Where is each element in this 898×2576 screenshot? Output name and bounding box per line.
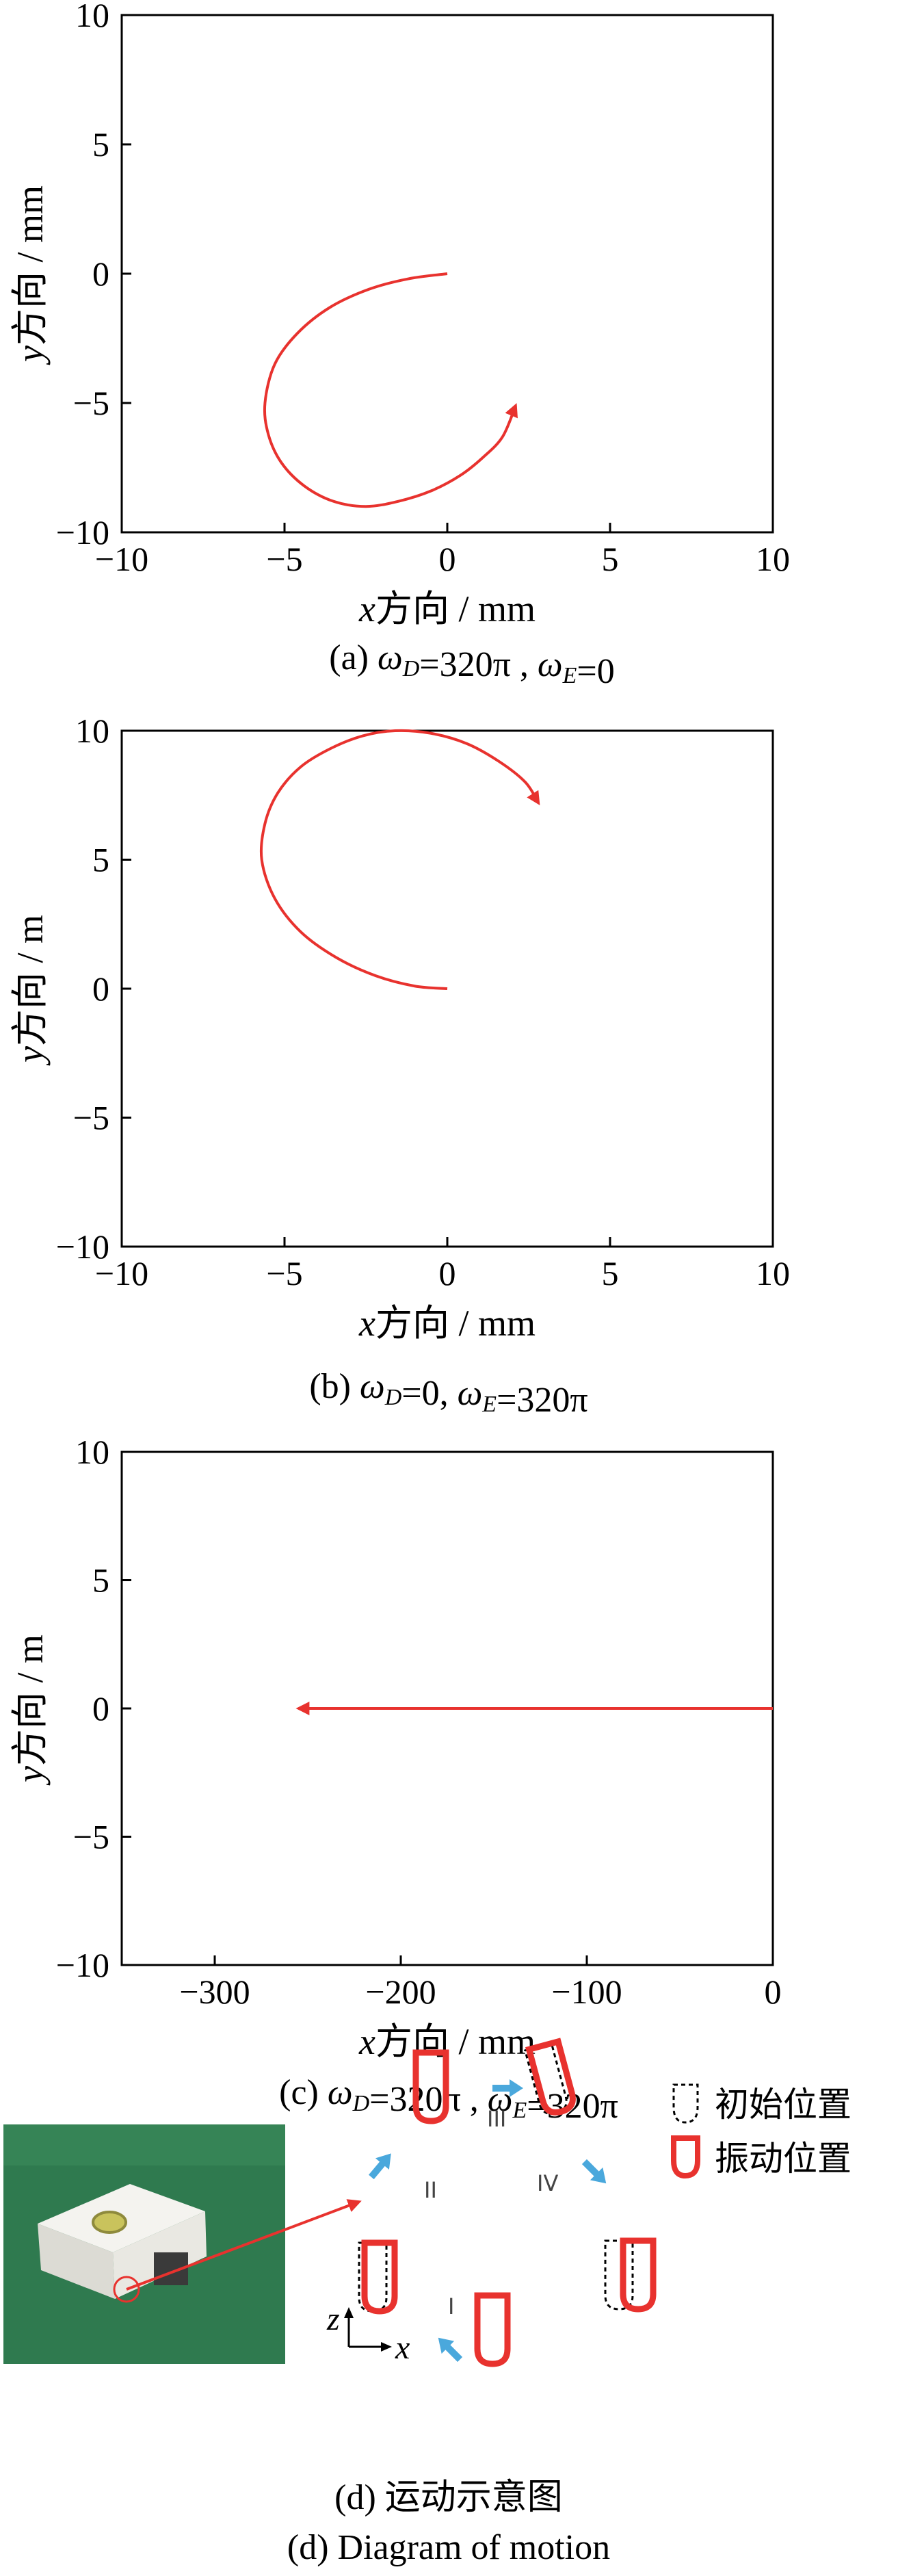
x-tick-label: −5 — [266, 1254, 302, 1292]
trajectory-line — [259, 729, 540, 990]
x-tick-label: 0 — [765, 1973, 782, 2011]
coordinate-axes: z x — [326, 2301, 410, 2366]
legend-vibration-position: 振动位置 — [671, 2135, 851, 2179]
axis-z-label: z — [326, 2301, 340, 2337]
motion-diagram-panel: 初始位置 振动位置 I II III IV z x (d) — [3, 2038, 851, 2567]
chart-panel-a: −10 −5 0 5 10 10 5 0 −5 −10 x方向 / mm y方向 / mm (a) ωD… — [10, 0, 790, 691]
y-tick-label: 10 — [75, 0, 109, 34]
y-tick-label: −10 — [56, 1946, 109, 1984]
x-tick-label: −10 — [95, 1254, 148, 1292]
motion-arrow-3 — [492, 2079, 523, 2097]
x-tick-label: −100 — [551, 1973, 622, 2011]
axis-x-label: x — [395, 2330, 410, 2366]
stage-label-ii: II — [424, 2177, 437, 2203]
x-tick-label: 10 — [756, 1254, 790, 1292]
x-axis-label: x方向 / mm — [358, 1303, 536, 1344]
caption-d-english: (d) Diagram of motion — [287, 2528, 610, 2567]
x-tick-label: −5 — [266, 540, 302, 578]
trajectory-line — [263, 272, 518, 508]
x-tick-label: −300 — [179, 1973, 250, 2011]
x-tick-label: 0 — [439, 1254, 456, 1292]
y-axis-label: y方向 / mm — [10, 185, 51, 365]
device-photo — [3, 2124, 362, 2364]
x-tick-label: 0 — [439, 540, 456, 578]
y-tick-label: 0 — [92, 970, 109, 1008]
y-tick-label: −10 — [56, 1227, 109, 1266]
caption-a: (a) ωD=320π , ωE=0 — [329, 638, 614, 691]
motion-arrows — [369, 2079, 607, 2363]
x-tick-label: 5 — [602, 1254, 619, 1292]
leg-stage-three — [523, 2038, 576, 2116]
leg-positions — [358, 2038, 657, 2367]
motion-arrow-2 — [369, 2153, 391, 2180]
y-tick-label: −10 — [56, 513, 109, 551]
x-axis-label: x方向 / mm — [358, 588, 536, 629]
leg-stage-two — [412, 2049, 449, 2124]
y-tick-label: 5 — [92, 125, 109, 164]
stage-label-i: I — [448, 2293, 454, 2319]
y-tick-label: 10 — [75, 712, 109, 750]
leg-stage-start — [358, 2239, 398, 2315]
motion-arrow-4 — [581, 2159, 607, 2184]
stage-label-iii: III — [487, 2106, 506, 2132]
y-tick-label: 5 — [92, 841, 109, 879]
chart-panel-b: −10 −5 0 5 10 10 5 0 −5 −10 x方向 / mm y方向 / m (b) ωD=… — [10, 712, 790, 1420]
y-tick-label: −5 — [73, 1818, 109, 1856]
y-tick-label: 10 — [75, 1433, 109, 1471]
caption-b: (b) ωD=0, ωE=320π — [309, 1367, 587, 1420]
y-axis-label: y方向 / m — [10, 1635, 51, 1786]
legend-initial-label: 初始位置 — [715, 2085, 851, 2124]
x-tick-label: 10 — [756, 540, 790, 578]
y-tick-label: 0 — [92, 1689, 109, 1728]
y-tick-label: 5 — [92, 1561, 109, 1600]
legend-initial-position: 初始位置 — [672, 2083, 851, 2124]
y-tick-label: 0 — [92, 255, 109, 293]
caption-d-chinese: (d) 运动示意图 — [334, 2478, 563, 2517]
motion-arrow-1 — [438, 2337, 463, 2363]
x-axis-label: x方向 / mm — [358, 2021, 536, 2062]
x-tick-label: −10 — [95, 540, 148, 578]
x-tick-label: 5 — [602, 540, 619, 578]
leg-stage-bottom — [474, 2292, 511, 2367]
leg-stage-four — [604, 2237, 657, 2313]
stage-label-iv: IV — [537, 2170, 558, 2196]
x-tick-label: −200 — [365, 1973, 436, 2011]
y-axis-label: y方向 / m — [10, 915, 51, 1066]
y-tick-label: −5 — [73, 384, 109, 422]
y-tick-label: −5 — [73, 1099, 109, 1137]
legend-vibration-label: 振动位置 — [715, 2139, 851, 2178]
